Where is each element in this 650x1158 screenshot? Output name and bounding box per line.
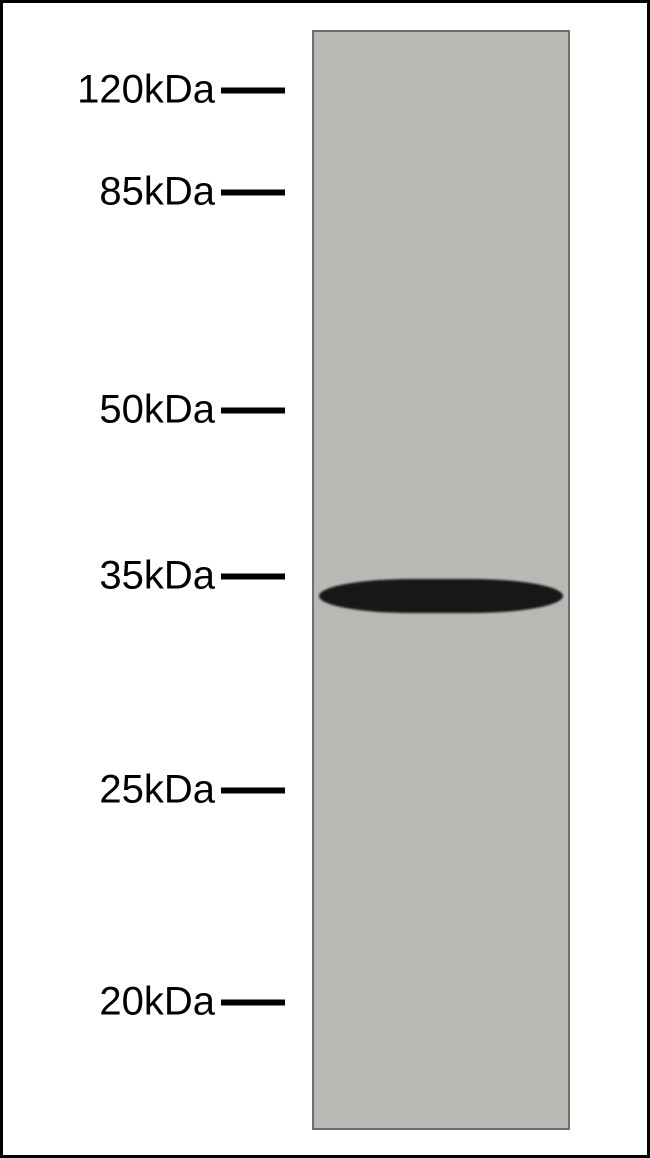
mw-marker-row: 50kDa: [0, 388, 285, 433]
mw-marker-tick: [221, 189, 285, 195]
mw-marker-label: 120kDa: [77, 68, 221, 113]
blot-lane: [312, 30, 570, 1130]
mw-markers-column: 120kDa 85kDa 50kDa 35kDa 25kDa 20kDa: [0, 0, 285, 1158]
mw-marker-row: 25kDa: [0, 768, 285, 813]
mw-marker-label: 85kDa: [99, 170, 221, 215]
mw-marker-row: 35kDa: [0, 554, 285, 599]
mw-marker-row: 120kDa: [0, 68, 285, 113]
mw-marker-label: 35kDa: [99, 554, 221, 599]
mw-marker-label: 50kDa: [99, 388, 221, 433]
mw-marker-row: 20kDa: [0, 980, 285, 1025]
mw-marker-tick: [221, 87, 285, 93]
mw-marker-label: 25kDa: [99, 768, 221, 813]
mw-marker-tick: [221, 573, 285, 579]
blot-band: [319, 545, 563, 579]
mw-marker-tick: [221, 407, 285, 413]
mw-marker-label: 20kDa: [99, 980, 221, 1025]
blot-band-fill: [319, 579, 563, 613]
blot-figure: 120kDa 85kDa 50kDa 35kDa 25kDa 20kDa: [0, 0, 650, 1158]
mw-marker-tick: [221, 999, 285, 1005]
mw-marker-row: 85kDa: [0, 170, 285, 215]
mw-marker-tick: [221, 787, 285, 793]
